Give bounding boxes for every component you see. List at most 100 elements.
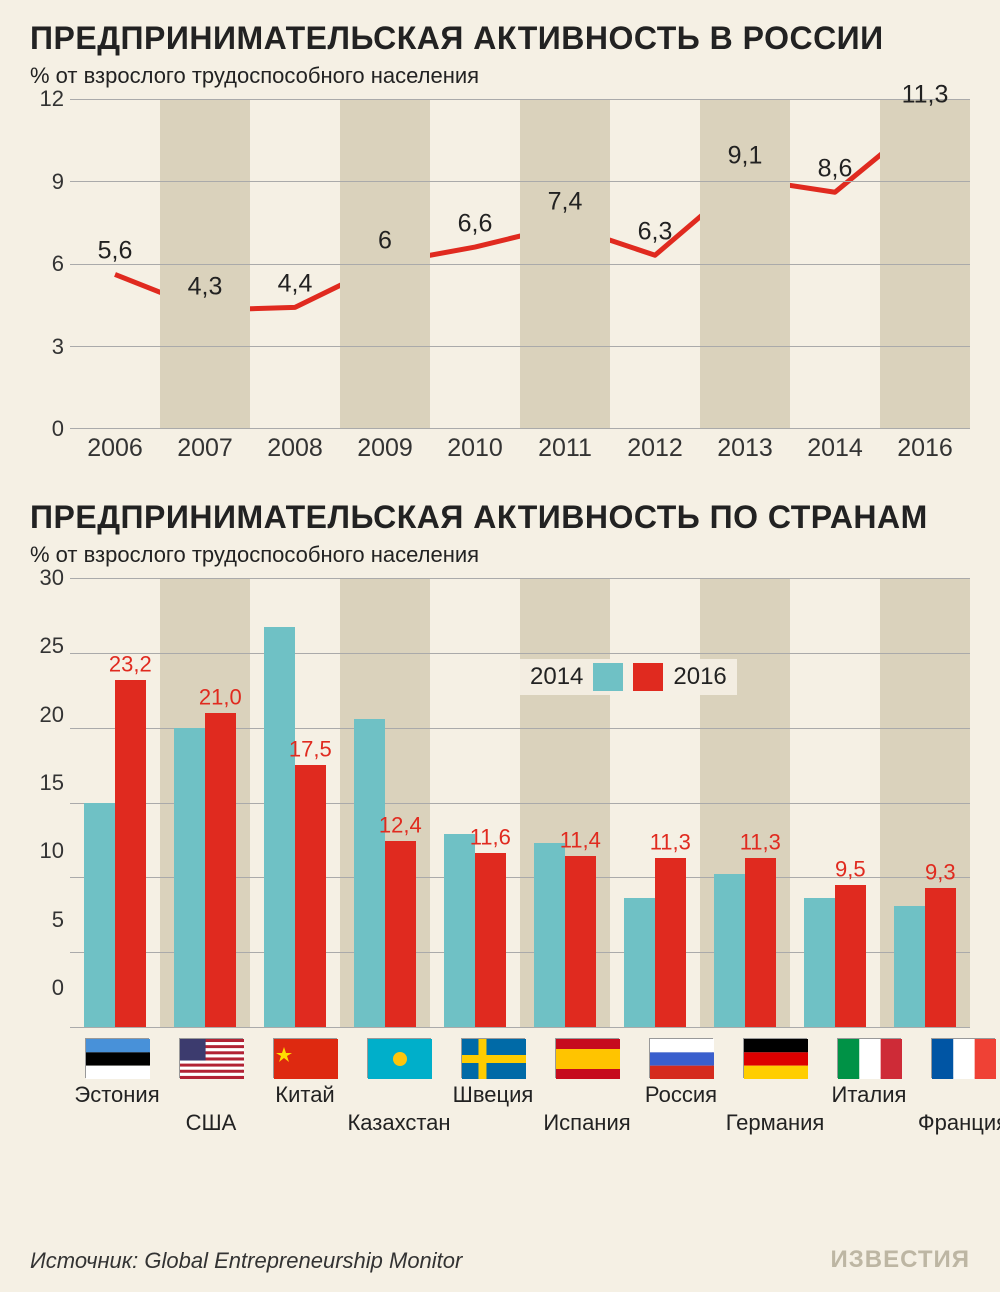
flag-italy	[837, 1038, 901, 1078]
bar-value-label: 11,3	[650, 829, 691, 855]
flag-estonia	[85, 1038, 149, 1078]
data-label: 6,3	[638, 218, 673, 247]
data-label: 8,6	[818, 155, 853, 184]
country-label: Эстония	[74, 1082, 159, 1108]
y-tick-label: 20	[40, 702, 64, 728]
bar-chart-title: Предпринимательская активность по страна…	[30, 499, 970, 536]
gridline	[70, 264, 970, 265]
data-label: 4,3	[188, 272, 223, 301]
x-tick-label: 2012	[627, 434, 683, 463]
gridline	[70, 99, 970, 100]
bar-value-label: 11,4	[560, 828, 601, 854]
country-label: Швеция	[453, 1082, 534, 1108]
line-chart-plot: 5,64,34,466,67,46,39,18,611,3	[70, 99, 970, 429]
y-tick-label: 9	[52, 169, 64, 195]
legend: 2014 2016	[520, 659, 737, 695]
country-label: Китай	[275, 1082, 334, 1108]
data-label: 4,4	[278, 270, 313, 299]
legend-label-2016: 2016	[673, 663, 726, 691]
flag-germany	[743, 1038, 807, 1078]
country-label: Испания	[543, 1110, 630, 1136]
country-label: Россия	[645, 1082, 717, 1108]
footer: Источник: Global Entrepreneurship Monito…	[30, 1246, 970, 1274]
gridline	[70, 346, 970, 347]
flag-france	[931, 1038, 995, 1078]
line-chart-subtitle: % от взрослого трудоспособного населения	[30, 63, 970, 89]
bar-2016	[205, 713, 236, 1027]
country-labels-row: Эстония США Китай КазахстанШвеция Испания Рос…	[70, 1082, 1000, 1152]
bar-value-label: 11,3	[740, 829, 781, 855]
data-label: 6,6	[458, 209, 493, 238]
gridline	[70, 1027, 970, 1028]
bar-2014	[534, 843, 565, 1027]
bar-2014	[894, 906, 925, 1027]
bar-2014	[354, 719, 385, 1027]
y-tick-label: 0	[52, 416, 64, 442]
line-chart: 036912 5,64,34,466,67,46,39,18,611,3 200…	[30, 99, 970, 469]
data-label: 7,4	[548, 187, 583, 216]
x-tick-label: 2006	[87, 434, 143, 463]
x-tick-label: 2008	[267, 434, 323, 463]
bar-2016	[745, 858, 776, 1027]
line-chart-xaxis: 2006200720082009201020112012201320142016	[70, 429, 970, 469]
bar-2014	[264, 627, 295, 1027]
bar-chart-plot: 23,221,017,512,411,611,411,311,39,59,320…	[70, 578, 970, 1028]
x-tick-label: 2010	[447, 434, 503, 463]
data-label: 5,6	[98, 237, 133, 266]
bar-chart-yaxis: 051015202530	[30, 578, 70, 988]
data-label: 6	[378, 226, 392, 255]
bar-2014	[804, 898, 835, 1027]
y-tick-label: 15	[40, 770, 64, 796]
country-label: Казахстан	[347, 1110, 450, 1136]
bar-chart-section: Предпринимательская активность по страна…	[30, 499, 970, 1152]
flag-kazakhstan	[367, 1038, 431, 1078]
brand-text: ИЗВЕСТИЯ	[830, 1246, 970, 1274]
y-tick-label: 10	[40, 838, 64, 864]
y-tick-label: 12	[40, 86, 64, 112]
x-tick-label: 2013	[717, 434, 773, 463]
x-tick-label: 2016	[897, 434, 953, 463]
bar-value-label: 9,5	[835, 856, 866, 882]
flag-sweden	[461, 1038, 525, 1078]
flag-spain	[555, 1038, 619, 1078]
bar-2014	[84, 803, 115, 1028]
bar-value-label: 12,4	[379, 813, 422, 839]
bar-2016	[115, 680, 146, 1027]
y-tick-label: 30	[40, 565, 64, 591]
gridline	[70, 653, 970, 654]
y-tick-label: 0	[52, 975, 64, 1001]
legend-label-2014: 2014	[530, 663, 583, 691]
bar-value-label: 17,5	[289, 736, 332, 762]
bar-2014	[714, 874, 745, 1027]
bar-value-label: 23,2	[109, 651, 152, 677]
y-tick-label: 6	[52, 251, 64, 277]
flag-usa	[179, 1038, 243, 1078]
line-chart-yaxis: 036912	[30, 99, 70, 429]
x-tick-label: 2011	[538, 434, 592, 463]
bar-2016	[475, 853, 506, 1027]
bar-2016	[385, 841, 416, 1027]
country-label: Германия	[726, 1110, 825, 1136]
flag-russia	[649, 1038, 713, 1078]
flags-row	[70, 1038, 1000, 1082]
bar-2016	[655, 858, 686, 1027]
data-label: 9,1	[728, 141, 763, 170]
bar-value-label: 21,0	[199, 684, 242, 710]
bar-2016	[925, 888, 956, 1027]
bar-chart-subtitle: % от взрослого трудоспособного населения	[30, 542, 970, 568]
bar-2014	[624, 898, 655, 1027]
line-chart-title: Предпринимательская активность в России	[30, 20, 970, 57]
country-label: США	[186, 1110, 237, 1136]
bar-2016	[295, 765, 326, 1027]
line-chart-section: Предпринимательская активность в России …	[30, 20, 970, 469]
source-text: Источник: Global Entrepreneurship Monito…	[30, 1248, 462, 1274]
x-tick-label: 2014	[807, 434, 863, 463]
bar-2014	[444, 834, 475, 1027]
country-label: Франция	[918, 1110, 1000, 1136]
bar-chart: 051015202530 23,221,017,512,411,611,411,…	[30, 578, 970, 1028]
bar-2014	[174, 728, 205, 1027]
flag-china	[273, 1038, 337, 1078]
bar-value-label: 9,3	[925, 859, 956, 885]
country-label: Италия	[832, 1082, 907, 1108]
data-label: 11,3	[902, 80, 949, 109]
